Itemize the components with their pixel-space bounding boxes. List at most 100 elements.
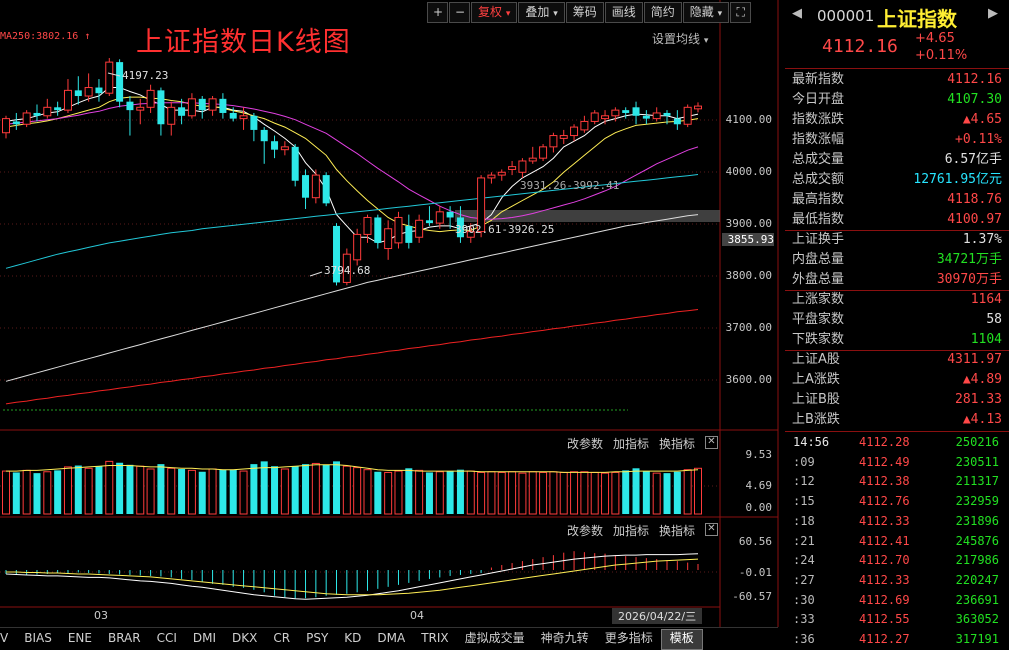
- kline-chart[interactable]: [0, 0, 780, 627]
- tab-brar[interactable]: BRAR: [107, 631, 141, 645]
- stat-label: 上B涨跌: [792, 412, 840, 427]
- volume-bar: [116, 462, 124, 514]
- expand-icon[interactable]: ⛶: [730, 2, 752, 23]
- candle: [229, 107, 237, 122]
- volume-bar: [384, 471, 393, 515]
- tab-kd[interactable]: KD: [344, 631, 362, 645]
- left-arrow-icon[interactable]: ◀: [792, 6, 802, 21]
- adjust-button[interactable]: 复权 ▾: [471, 2, 518, 23]
- vol-edit-params-button[interactable]: 改参数: [567, 437, 604, 451]
- tab-trix[interactable]: TRIX: [421, 631, 449, 645]
- candle-body: [322, 175, 330, 204]
- tab-magic-nine[interactable]: 神奇九转: [540, 631, 589, 645]
- tab-template[interactable]: 模板: [660, 629, 703, 650]
- moving-average-lines: [5, 87, 699, 405]
- tab-cr[interactable]: CR: [273, 631, 291, 645]
- candle: [652, 107, 661, 122]
- stat-label: 上证换手: [792, 232, 845, 247]
- candle: [322, 172, 330, 207]
- tab-v[interactable]: V: [0, 631, 9, 645]
- right-arrow-icon[interactable]: ▶: [988, 6, 998, 21]
- tab-cci[interactable]: CCI: [156, 631, 177, 645]
- volume-bar: [146, 468, 155, 515]
- tick-row: :27 4112.33 220247: [785, 570, 1009, 590]
- simple-button[interactable]: 简约: [643, 2, 682, 23]
- up-arrow-icon: ↑: [84, 31, 91, 42]
- candle: [250, 112, 258, 142]
- volume-bar: [311, 462, 320, 515]
- volume-bar: [518, 472, 527, 515]
- tab-dma[interactable]: DMA: [377, 631, 406, 645]
- candle-body: [12, 121, 20, 125]
- zoom-in-button[interactable]: +: [427, 2, 448, 23]
- candle-body: [539, 146, 548, 159]
- macd-switch-indicator-button[interactable]: 换指标: [659, 524, 696, 538]
- range-annotation-1: 3931.26-3992.41: [520, 179, 620, 192]
- stat-row: 总成交量 6.57亿手: [792, 150, 1002, 170]
- stat-value: 4107.30: [947, 92, 1002, 107]
- candle: [518, 158, 527, 178]
- tab-dmi[interactable]: DMI: [192, 631, 217, 645]
- vol-switch-indicator-button[interactable]: 换指标: [659, 437, 696, 451]
- volume-bar: [271, 466, 279, 514]
- macd-edit-params-button[interactable]: 改参数: [567, 524, 604, 538]
- candle: [12, 112, 20, 130]
- stat-label: 上证A股: [792, 352, 840, 367]
- overlay-button[interactable]: 叠加 ▾: [518, 2, 565, 23]
- indicator-tabs: V BIAS ENE BRAR CCI DMI DKX CR PSY KD DM…: [0, 627, 778, 650]
- candle: [456, 206, 464, 243]
- tab-psy[interactable]: PSY: [306, 631, 329, 645]
- candle: [116, 59, 124, 108]
- volume-bar: [374, 471, 382, 514]
- macd-axis-label: 60.56: [738, 535, 772, 548]
- chart-title: 上证指数日K线图: [136, 27, 351, 58]
- candle-body: [271, 141, 279, 150]
- candle: [198, 96, 206, 119]
- candle-body: [477, 177, 486, 233]
- candle: [405, 214, 413, 249]
- candle-body: [549, 135, 558, 148]
- volume-bar: [611, 471, 620, 515]
- stat-label: 总成交额: [792, 172, 845, 187]
- vol-close-icon[interactable]: ✕: [705, 436, 718, 449]
- volume-bar: [229, 469, 237, 514]
- hide-button[interactable]: 隐藏 ▾: [682, 2, 730, 23]
- tick-price: 4112.69: [859, 592, 910, 607]
- tab-more-indicators[interactable]: 更多指标: [604, 631, 653, 645]
- set-ma-button[interactable]: 设置均线 ▾: [652, 32, 709, 46]
- candle: [580, 115, 589, 133]
- tab-bias[interactable]: BIAS: [24, 631, 52, 645]
- chips-button[interactable]: 筹码: [565, 2, 604, 23]
- vol-add-indicator-button[interactable]: 加指标: [613, 437, 650, 451]
- candle: [683, 104, 692, 128]
- tick-time: :21: [793, 533, 815, 548]
- candle: [271, 135, 279, 159]
- stat-row: 最低指数 4100.97: [792, 210, 1002, 230]
- candle: [260, 127, 268, 164]
- draw-line-button[interactable]: 画线: [604, 2, 643, 23]
- tab-virtual-volume[interactable]: 虚拟成交量: [464, 631, 525, 645]
- tick-price: 4112.55: [859, 612, 910, 627]
- macd-add-indicator-button[interactable]: 加指标: [613, 524, 650, 538]
- tab-ene[interactable]: ENE: [67, 631, 92, 645]
- volume-bar: [363, 469, 372, 515]
- candle-body: [2, 118, 10, 134]
- candle-body: [280, 146, 289, 151]
- stat-label: 上证B股: [792, 392, 840, 407]
- volume-bar: [435, 471, 444, 515]
- volume-bar: [580, 471, 589, 515]
- volume-bar: [167, 467, 176, 515]
- stat-row: 上涨家数 1164: [792, 290, 1002, 310]
- candle: [425, 206, 433, 226]
- macd-close-icon[interactable]: ✕: [705, 523, 718, 536]
- tab-dkx[interactable]: DKX: [232, 631, 258, 645]
- candle: [219, 93, 227, 119]
- candle-body: [291, 146, 299, 181]
- tick-time: :33: [793, 612, 815, 627]
- candle: [435, 206, 444, 229]
- volume-bar: [178, 468, 186, 514]
- candle-body: [167, 106, 176, 125]
- zoom-out-button[interactable]: −: [449, 2, 470, 23]
- stat-row: 下跌家数 1104: [792, 330, 1002, 350]
- stat-value: 4100.97: [947, 212, 1002, 227]
